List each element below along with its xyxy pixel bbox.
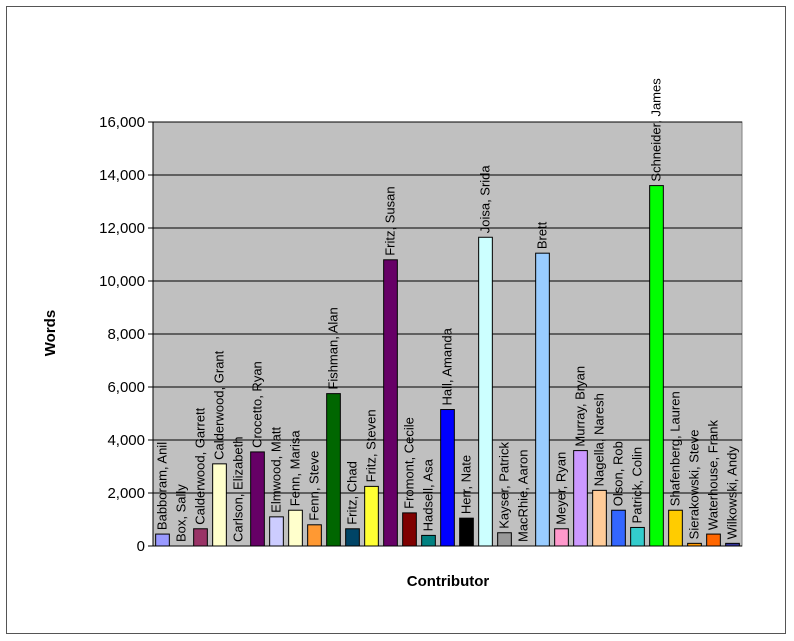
bar-label: Kayser, Patrick — [497, 442, 512, 529]
bar-label: Patrick, Colin — [630, 447, 645, 524]
bar — [630, 526, 645, 547]
bar — [497, 532, 512, 547]
y-tick-label: 16,000 — [99, 114, 145, 131]
bar — [535, 252, 550, 547]
bar — [573, 450, 588, 547]
y-tick-label: 14,000 — [99, 167, 145, 184]
bar — [421, 534, 436, 547]
bar — [383, 259, 398, 547]
bar-label: Box, Sally — [174, 484, 189, 542]
bar-label: Fromont, Cecile — [402, 417, 417, 509]
bar-label: Fritz, Susan — [383, 186, 398, 255]
bar — [592, 489, 607, 547]
bar — [288, 509, 303, 547]
bar — [478, 236, 493, 547]
bar-label: Meyer, Ryan — [554, 452, 569, 525]
bar-label: Elmwood, Matt — [269, 426, 284, 512]
bar-label: MacRhie, Aaron — [516, 450, 531, 543]
y-tick-label: 4,000 — [107, 432, 145, 449]
bar-label: Joisa, Srida — [478, 165, 493, 234]
bar-label: Murray, Bryan — [573, 366, 588, 447]
y-tick-label: 10,000 — [99, 273, 145, 290]
bar — [307, 524, 322, 547]
y-tick-label: 8,000 — [107, 326, 145, 343]
bar-label: Fritz, Chad — [345, 461, 360, 525]
bar-label: Brett — [535, 221, 550, 249]
bar — [212, 463, 227, 547]
bar-label: Carlson, Elizabeth — [231, 437, 246, 543]
bar — [687, 542, 702, 547]
bar-label: Crocetto, Ryan — [250, 361, 265, 448]
x-axis-title: Contributor — [407, 573, 490, 590]
bar-label: Calderwood, Grant — [212, 350, 227, 459]
bar — [668, 509, 683, 547]
y-tick-label: 6,000 — [107, 379, 145, 396]
bar-label: Olson, Rob — [611, 441, 626, 506]
bar-label: Fenn, Marisa — [288, 430, 303, 507]
bar — [440, 409, 455, 547]
bar-label: Fritz, Steven — [364, 409, 379, 482]
bar-label: Babboram, Anil — [155, 442, 170, 530]
bar — [725, 542, 740, 547]
bar — [402, 512, 417, 547]
bar-labels: Babboram, Anil Box, Sally Calderwood, Garr… — [155, 78, 740, 542]
bar — [554, 528, 569, 547]
bar — [345, 528, 360, 547]
bar — [649, 185, 664, 547]
bar-label: Sierakowski, Steve — [687, 430, 702, 540]
y-tick-label: 2,000 — [107, 485, 145, 502]
bar — [364, 485, 379, 547]
bar-label: Hadsell, Asa — [421, 458, 436, 531]
bar — [459, 517, 474, 547]
bar — [155, 533, 170, 547]
y-tick-label: 0 — [137, 538, 145, 555]
bar-label: Fenn, Steve — [307, 451, 322, 521]
bar — [326, 393, 341, 547]
y-tick-label: 12,000 — [99, 220, 145, 237]
y-axis-title: Words — [42, 310, 59, 356]
bar-label: Hall, Amanda — [440, 327, 455, 405]
bar-label: Calderwood, Garrett — [193, 407, 208, 524]
bar — [250, 451, 265, 547]
bar — [706, 533, 721, 547]
bar-label: Herr, Nate — [459, 455, 474, 514]
bar — [193, 528, 208, 547]
bar-label: Wilkowski, Andy — [725, 446, 740, 540]
bar-label: Shafenberg, Lauren — [668, 391, 683, 506]
bars — [155, 185, 740, 547]
bar-label: Nagella, Naresh — [592, 393, 607, 486]
bar-label: Schneider, James — [649, 78, 664, 182]
bar — [611, 509, 626, 547]
y-axis-ticks: 0 2,000 4,000 6,000 8,000 10,000 12,000 14,000 1… — [99, 114, 154, 555]
bar-label: Fishman, Alan — [326, 307, 341, 389]
bar-label: Waterhouse, Frank — [706, 420, 721, 531]
bar — [269, 516, 284, 547]
